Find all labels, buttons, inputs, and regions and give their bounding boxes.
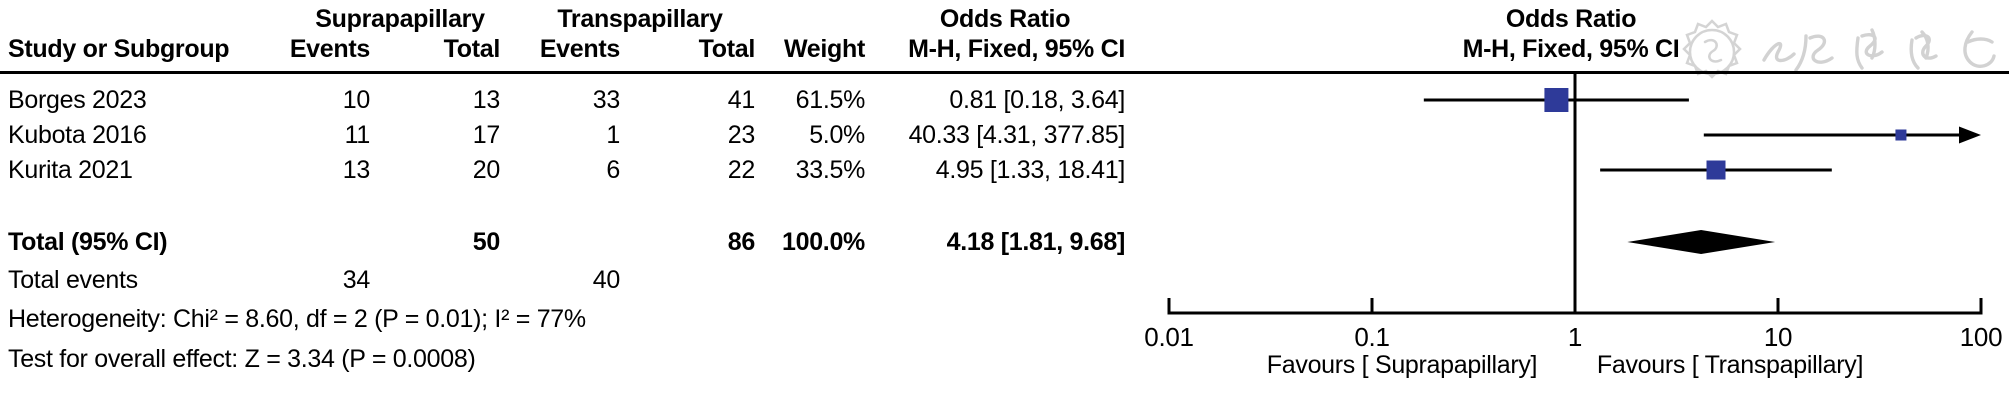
column-header-sup-events: Events [289, 35, 370, 63]
sup-events-value: 10 [342, 86, 371, 114]
trans-total-value: 23 [727, 121, 756, 149]
column-header-trans-events: Events [539, 35, 620, 63]
trans-events-value: 1 [606, 121, 620, 149]
total-sup-total: 50 [472, 228, 501, 256]
trans-total-value: 22 [727, 156, 756, 184]
or-ci-value: 4.95 [1.33, 18.41] [935, 156, 1126, 184]
sup-events-value: 13 [342, 156, 371, 184]
axis-tick-label: 1 [1568, 322, 1582, 352]
total-weight: 100.0% [782, 228, 865, 256]
sup-events-value: 11 [344, 121, 371, 149]
trans-total-value: 41 [727, 86, 756, 114]
watermark [1682, 19, 1996, 79]
effect-square [1706, 160, 1726, 180]
header-rule [0, 71, 2009, 74]
cma-calligraphy [1762, 28, 1996, 72]
axis-tick-label: 100 [1960, 322, 2002, 352]
sup-total-value: 20 [472, 156, 501, 184]
study-name: Kurita 2021 [8, 156, 133, 184]
group-header-odds-ratio: Odds Ratio [939, 5, 1071, 33]
sup-total-value: 13 [472, 86, 501, 114]
favours-right-label: Favours [ Transpapillary] [1596, 351, 1864, 379]
plot-header-subtitle: M-H, Fixed, 95% CI [1462, 35, 1680, 63]
total-trans-total: 86 [727, 228, 756, 256]
effect-square [1895, 129, 1907, 141]
weight-value: 61.5% [795, 86, 866, 114]
study-name: Borges 2023 [8, 86, 147, 114]
or-ci-value: 40.33 [4.31, 377.85] [908, 121, 1126, 149]
effect-square [1544, 88, 1569, 112]
axis-tick-label: 0.01 [1144, 322, 1193, 352]
column-header-trans-total: Total [698, 35, 756, 63]
or-ci-value: 0.81 [0.18, 3.64] [949, 86, 1125, 114]
trans-events-value: 33 [592, 86, 621, 114]
column-header-sup-total: Total [443, 35, 501, 63]
axis-tick-label: 10 [1764, 322, 1792, 352]
total-events-label: Total events [8, 266, 138, 294]
favours-left-label: Favours [ Suprapapillary] [1266, 351, 1538, 379]
column-header-weight: Weight [783, 35, 865, 63]
cma-emblem-icon [1682, 19, 1742, 79]
study-name: Kubota 2016 [8, 121, 147, 149]
trans-events-value: 6 [606, 156, 620, 184]
total-or-ci: 4.18 [1.81, 9.68] [946, 228, 1126, 256]
ci-arrow-right-icon [1959, 126, 1981, 144]
total-label: Total (95% CI) [8, 228, 168, 256]
weight-value: 33.5% [795, 156, 866, 184]
group-header-transpapillary: Transpapillary [557, 5, 723, 33]
column-header-study: Study or Subgroup [8, 35, 230, 63]
plot-header-title: Odds Ratio [1505, 5, 1637, 33]
group-header-suprapapillary: Suprapapillary [315, 5, 485, 33]
weight-value: 5.0% [809, 121, 865, 149]
total-events-sup: 34 [342, 266, 371, 294]
total-events-trans: 40 [592, 266, 621, 294]
axis-tick-label: 0.1 [1354, 322, 1389, 352]
sup-total-value: 17 [472, 121, 501, 149]
total-diamond [1627, 230, 1776, 254]
column-header-mh-ci: M-H, Fixed, 95% CI [908, 35, 1125, 63]
